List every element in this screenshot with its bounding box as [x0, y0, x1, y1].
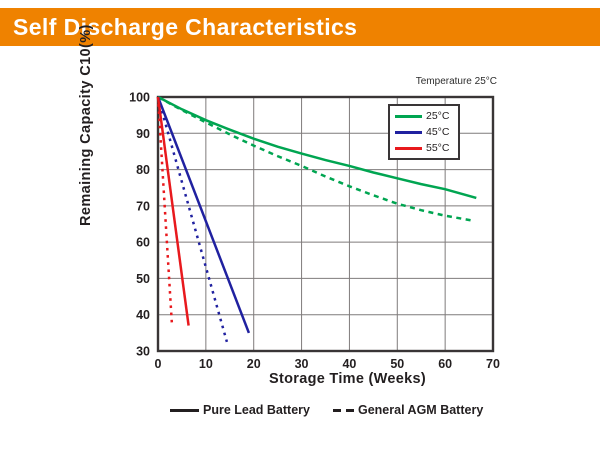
- series-55c-agm: [156, 96, 174, 324]
- solid-line-sample: [170, 409, 199, 412]
- y-tick-label: 90: [136, 127, 150, 141]
- x-axis-label: Storage Time (Weeks): [269, 371, 426, 387]
- title-bar: Self Discharge Characteristics: [0, 8, 600, 46]
- legend-color-line: [395, 130, 422, 134]
- x-tick-label: 0: [155, 357, 162, 371]
- bottom-legend-dashed-label: General AGM Battery: [358, 403, 484, 417]
- temperature-annotation: Temperature 25°C: [415, 76, 497, 87]
- legend-item: 45°C: [395, 126, 458, 138]
- x-tick-label: 30: [295, 357, 309, 371]
- x-tick-label: 70: [486, 357, 500, 371]
- x-tick-label: 40: [342, 357, 356, 371]
- series-25c-agm: [157, 95, 472, 222]
- x-tick-label: 20: [247, 357, 261, 371]
- y-tick-label: 70: [136, 199, 150, 213]
- y-tick-label: 50: [136, 272, 150, 286]
- legend-item-label: 25°C: [426, 110, 450, 122]
- x-tick-label: 10: [199, 357, 213, 371]
- x-tick-label: 50: [390, 357, 404, 371]
- chart-legend: 25°C 45°C 55°C: [388, 104, 460, 160]
- y-tick-label: 30: [136, 345, 150, 359]
- y-tick-label: 100: [129, 91, 150, 105]
- legend-item-label: 55°C: [426, 142, 450, 154]
- series-55c-pure-lead: [156, 96, 190, 326]
- legend-color-line: [395, 114, 422, 118]
- dashed-line-sample: [346, 409, 354, 412]
- series-25c-pure-lead: [157, 95, 477, 200]
- bottom-legend-solid-label: Pure Lead Battery: [203, 403, 310, 417]
- plot-border: [156, 95, 495, 353]
- series-45c-pure-lead: [156, 96, 251, 334]
- y-tick-label: 40: [136, 308, 150, 322]
- legend-color-line: [395, 146, 422, 150]
- page-title: Self Discharge Characteristics: [13, 13, 358, 40]
- dashed-line-sample: [333, 409, 341, 412]
- legend-item-label: 45°C: [426, 126, 450, 138]
- legend-item: 25°C: [395, 110, 458, 122]
- legend-item: 55°C: [395, 142, 458, 154]
- x-tick-label: 60: [438, 357, 452, 371]
- y-tick-label: 80: [136, 163, 150, 177]
- y-tick-label: 60: [136, 236, 150, 250]
